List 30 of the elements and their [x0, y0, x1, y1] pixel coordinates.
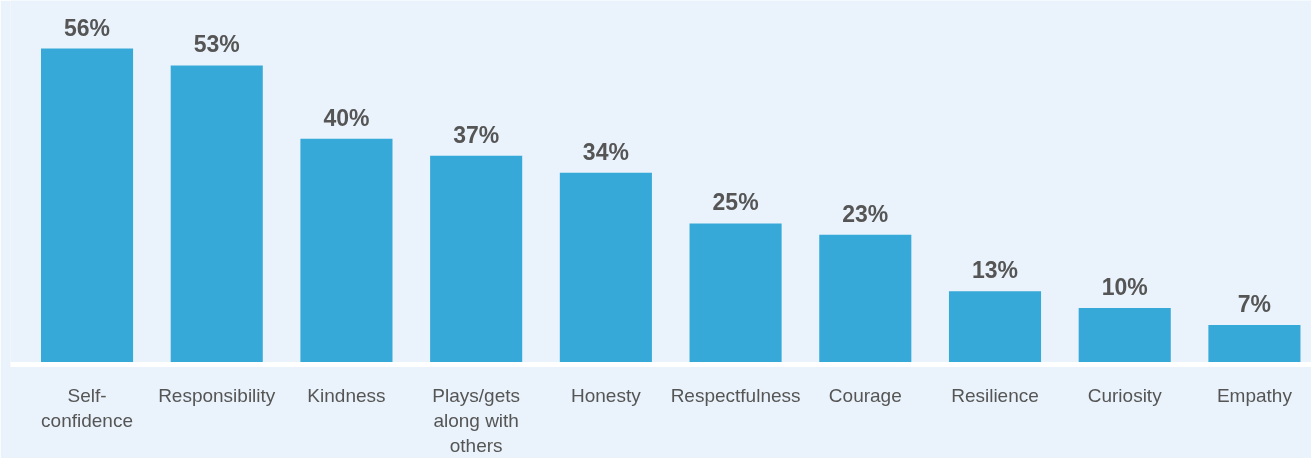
x-tick-label: Courage [828, 384, 902, 406]
x-tick-label: Empathy [1216, 384, 1293, 406]
x-tick-label: Responsibility [158, 384, 276, 406]
bar [819, 234, 912, 365]
data-label: 10% [1101, 274, 1148, 301]
bar [300, 138, 393, 365]
bar [40, 48, 134, 365]
bar [1078, 308, 1171, 365]
x-tick-label: Respectfulness [670, 384, 801, 406]
data-label: 53% [193, 31, 240, 58]
x-tick-label: Kindness [307, 384, 386, 406]
data-label: 56% [64, 14, 111, 41]
bar [689, 223, 782, 365]
x-tick-label: Curiosity [1087, 384, 1163, 406]
bar [559, 172, 652, 365]
data-label: 13% [971, 257, 1019, 284]
x-tick-label: Honesty [571, 384, 642, 406]
data-label: 34% [582, 138, 629, 165]
x-tick-label: Plays/gets along with others [432, 384, 520, 456]
x-tick-label: Resilience [951, 384, 1039, 406]
data-label: 37% [453, 121, 500, 148]
data-label: 40% [323, 104, 370, 131]
bar [430, 155, 523, 365]
data-label: 25% [712, 189, 759, 216]
data-label: 23% [842, 200, 889, 227]
bar [170, 65, 263, 365]
bar [1208, 325, 1301, 365]
data-label: 7% [1237, 291, 1272, 317]
x-tick-label: Self-confidence [41, 384, 133, 431]
bar [948, 291, 1042, 365]
